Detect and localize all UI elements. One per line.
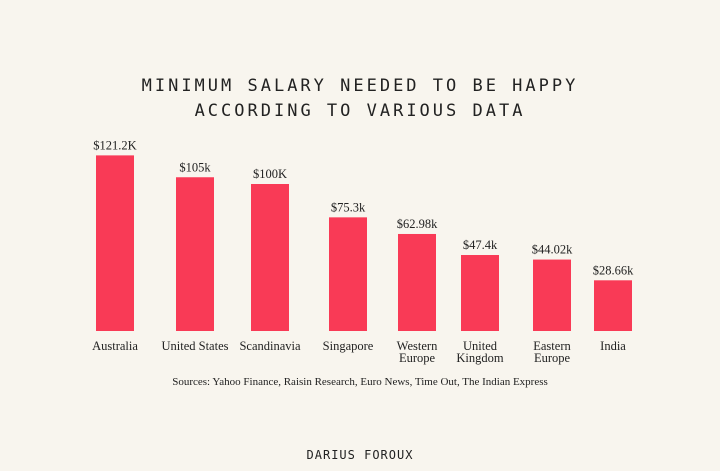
data-label: $121.2K [93,138,136,152]
category-label: Singapore [323,339,374,353]
sources-note: Sources: Yahoo Finance, Raisin Research,… [172,376,548,388]
data-label: $105k [179,160,211,174]
category-label: India [600,339,626,353]
category-label: Eastern [533,339,571,353]
bar-eastern-europe [533,259,571,331]
data-label: $44.02k [532,243,573,257]
data-label: $28.66k [593,263,634,277]
category-label: Australia [92,339,138,353]
data-label: $100K [253,167,287,181]
bar-singapore [329,217,367,331]
data-label: $75.3k [331,200,366,214]
bar-united-kingdom [461,255,499,331]
bar-scandinavia [251,184,289,331]
bar-india [594,280,632,331]
category-label: Europe [399,351,436,365]
category-label: Europe [534,351,571,365]
chart-title-line-2: ACCORDING TO VARIOUS DATA [194,101,526,121]
data-label: $47.4k [463,238,498,252]
category-label: Scandinavia [239,339,301,353]
author-logo: DARIUS FOROUX [306,448,414,462]
data-label: $62.98k [397,217,438,231]
bar-australia [96,155,134,331]
category-label: United States [161,339,228,353]
bar-western-europe [398,233,436,331]
category-label: United [463,339,498,353]
chart-title-line-1: MINIMUM SALARY NEEDED TO BE HAPPY [141,76,579,96]
category-label: Kingdom [456,351,504,365]
category-label: Western [397,339,438,353]
bar-united-states [176,177,214,331]
